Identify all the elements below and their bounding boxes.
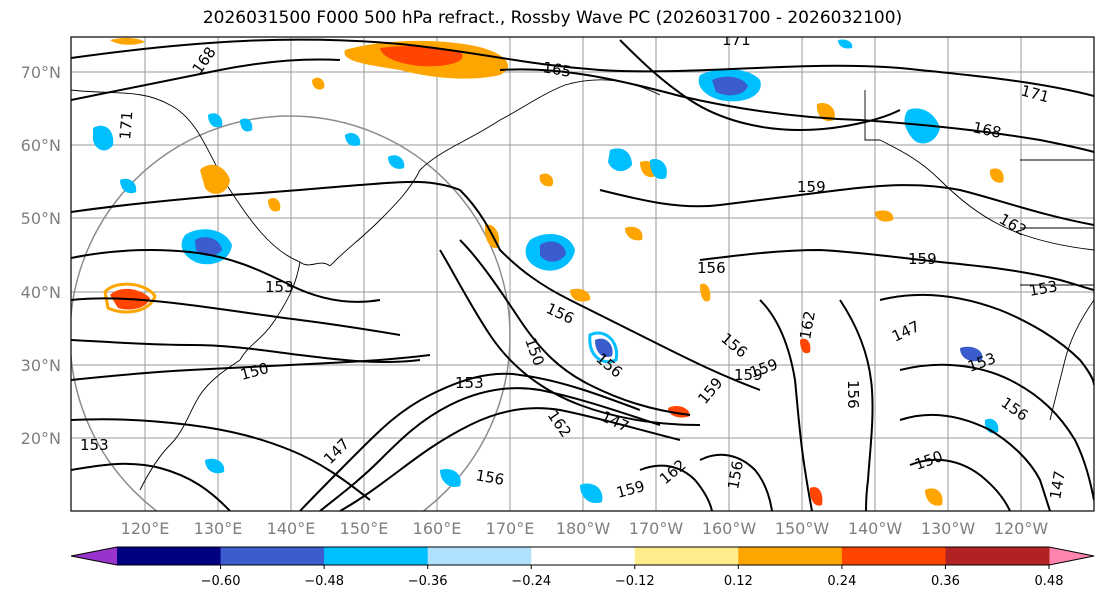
contour-label: 153 bbox=[265, 278, 294, 296]
lon-label: 160°E bbox=[413, 519, 462, 538]
colorbar-extend-low bbox=[71, 547, 117, 565]
contour-label: 159 bbox=[797, 178, 826, 196]
lon-label: 130°E bbox=[194, 519, 243, 538]
colorbar-segment bbox=[634, 547, 739, 565]
colorbar-tick-label: −0.60 bbox=[201, 574, 241, 589]
colorbar-tick-label: −0.48 bbox=[304, 574, 344, 589]
colorbar-segment bbox=[117, 547, 222, 565]
colorbar-tick-label: 0.24 bbox=[827, 574, 856, 589]
lon-label: 150°W bbox=[775, 519, 830, 538]
colorbar-segment bbox=[738, 547, 843, 565]
map-title: 2026031500 F000 500 hPa refract., Rossby… bbox=[202, 8, 903, 28]
longitude-labels: 120°E 130°E 140°E 150°E 160°E 170°E 180°… bbox=[121, 519, 1049, 538]
lon-label: 120°W bbox=[994, 519, 1049, 538]
colorbar-outline bbox=[70, 546, 1095, 566]
colorbar-tick-label: −0.36 bbox=[408, 574, 448, 589]
lat-label: 50°N bbox=[21, 209, 61, 228]
contour-label: 153 bbox=[80, 436, 109, 454]
map-frame bbox=[70, 36, 1095, 512]
lon-label: 170°E bbox=[486, 519, 535, 538]
colorbar-segment bbox=[531, 547, 636, 565]
contour-label: 147 bbox=[1046, 469, 1069, 500]
contour-label: 156 bbox=[844, 380, 862, 409]
lon-label: 140°W bbox=[848, 519, 903, 538]
lon-label: 160°W bbox=[702, 519, 757, 538]
lat-label: 70°N bbox=[21, 63, 61, 82]
height-contours bbox=[71, 38, 1094, 511]
lat-label: 60°N bbox=[21, 136, 61, 155]
colorbar-extend-high bbox=[1049, 547, 1094, 565]
lon-label: 150°E bbox=[340, 519, 389, 538]
contour-label: 156 bbox=[724, 459, 747, 490]
contour-label: 168 bbox=[971, 118, 1003, 142]
contour-label: 165 bbox=[541, 58, 572, 81]
contour-label: 171 bbox=[722, 31, 751, 49]
colorbar-segment bbox=[945, 547, 1050, 565]
colorbar-tick-label: 0.12 bbox=[724, 574, 753, 589]
colorbar: −0.60 −0.48 −0.36 −0.24 −0.12 0.12 0.24 0.36 0.4… bbox=[70, 546, 1095, 589]
latitude-labels: 70°N 60°N 50°N 40°N 30°N 20°N bbox=[21, 63, 61, 448]
lon-label: 130°W bbox=[921, 519, 976, 538]
contour-label: 159 bbox=[908, 250, 937, 268]
contour-label: 171 bbox=[116, 110, 136, 140]
contour-label: 159 bbox=[734, 366, 763, 384]
colorbar-tick-label: 0.36 bbox=[931, 574, 960, 589]
graticule bbox=[71, 37, 1094, 511]
contour-label: 156 bbox=[474, 466, 505, 489]
great-circle-ring bbox=[71, 115, 511, 511]
contour-label: 162 bbox=[796, 309, 819, 340]
contour-label: 153 bbox=[455, 374, 484, 392]
contour-label: 156 bbox=[697, 259, 726, 277]
colorbar-tick-label: −0.24 bbox=[511, 574, 551, 589]
contour-label: 153 bbox=[1028, 277, 1059, 300]
colorbar-segment bbox=[220, 547, 325, 565]
lon-label: 140°E bbox=[267, 519, 316, 538]
colorbar-tick-label: −0.12 bbox=[615, 574, 655, 589]
lon-label: 180°W bbox=[556, 519, 611, 538]
lon-label: 170°W bbox=[629, 519, 684, 538]
colorbar-tick-label: 0.48 bbox=[1035, 574, 1064, 589]
colorbar-segment bbox=[324, 547, 429, 565]
lon-label: 120°E bbox=[121, 519, 170, 538]
lat-label: 20°N bbox=[21, 429, 61, 448]
lat-label: 40°N bbox=[21, 283, 61, 302]
colorbar-segment bbox=[427, 547, 532, 565]
colorbar-segment bbox=[841, 547, 946, 565]
lat-label: 30°N bbox=[21, 356, 61, 375]
